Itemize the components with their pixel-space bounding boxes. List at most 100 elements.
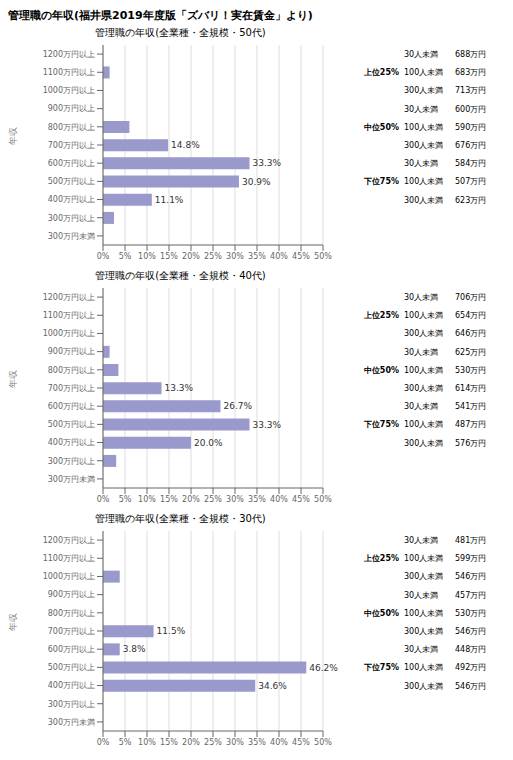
html-text:30人未満: 30人未満 <box>404 104 439 114</box>
svg-text:30.9%: 30.9% <box>242 177 271 187</box>
svg-text:10%: 10% <box>138 738 156 747</box>
svg-text:1100万円以上: 1100万円以上 <box>43 68 95 77</box>
svg-text:700万円以上: 700万円以上 <box>48 627 95 636</box>
svg-text:1000万円以上: 1000万円以上 <box>43 86 95 95</box>
svg-text:30%: 30% <box>226 495 244 504</box>
svg-text:20.0%: 20.0% <box>194 438 223 448</box>
svg-text:1100万円以上: 1100万円以上 <box>43 311 95 320</box>
svg-text:700万円以上: 700万円以上 <box>48 384 95 393</box>
html-text:管理職の年収(全業種・全規模・40代): 管理職の年収(全業種・全規模・40代) <box>95 270 266 281</box>
html-text:30人未満: 30人未満 <box>404 158 439 168</box>
svg-text:900万円以上: 900万円以上 <box>48 347 95 356</box>
svg-text:40%: 40% <box>270 495 288 504</box>
svg-text:0%: 0% <box>97 495 110 504</box>
svg-text:15%: 15% <box>160 738 178 747</box>
svg-text:45%: 45% <box>292 738 310 747</box>
svg-text:300万円以上: 300万円以上 <box>48 214 95 223</box>
svg-text:500万円以上: 500万円以上 <box>48 663 95 672</box>
svg-text:20%: 20% <box>182 738 200 747</box>
svg-text:10%: 10% <box>138 252 156 261</box>
svg-text:30%: 30% <box>226 738 244 747</box>
html-text:584万円: 584万円 <box>455 158 487 168</box>
html-text:688万円: 688万円 <box>455 49 487 59</box>
svg-text:45%: 45% <box>292 252 310 261</box>
svg-text:900万円以上: 900万円以上 <box>48 104 95 113</box>
html-text:管理職の年収(全業種・全規模・50代): 管理職の年収(全業種・全規模・50代) <box>95 27 266 38</box>
svg-text:800万円以上: 800万円以上 <box>48 366 95 375</box>
svg-text:11.1%: 11.1% <box>155 195 184 205</box>
svg-text:700万円以上: 700万円以上 <box>48 141 95 150</box>
svg-text:年収: 年収 <box>8 370 18 388</box>
svg-text:13.3%: 13.3% <box>165 383 194 393</box>
svg-text:800万円以上: 800万円以上 <box>48 609 95 618</box>
svg-text:300万円未満: 300万円未満 <box>48 718 95 727</box>
svg-text:600万円以上: 600万円以上 <box>48 159 95 168</box>
svg-text:1200万円以上: 1200万円以上 <box>43 536 95 545</box>
svg-text:1200万円以上: 1200万円以上 <box>43 50 95 59</box>
html-text:100人未満: 100人未満 <box>404 122 444 132</box>
svg-text:1000万円以上: 1000万円以上 <box>43 329 95 338</box>
svg-text:600万円以上: 600万円以上 <box>48 645 95 654</box>
svg-text:300万円未満: 300万円未満 <box>48 232 95 241</box>
svg-text:33.3%: 33.3% <box>253 158 282 168</box>
svg-text:15%: 15% <box>160 495 178 504</box>
svg-text:5%: 5% <box>119 252 132 261</box>
svg-text:600万円以上: 600万円以上 <box>48 402 95 411</box>
svg-text:30%: 30% <box>226 252 244 261</box>
html-text:30人未満: 30人未満 <box>404 49 439 59</box>
svg-text:20%: 20% <box>182 252 200 261</box>
svg-text:年収: 年収 <box>8 127 18 145</box>
svg-text:3.8%: 3.8% <box>123 644 146 654</box>
html-text:590万円: 590万円 <box>455 122 487 132</box>
svg-text:34.6%: 34.6% <box>258 681 287 691</box>
svg-text:5%: 5% <box>119 495 132 504</box>
svg-text:10%: 10% <box>138 495 156 504</box>
svg-text:400万円以上: 400万円以上 <box>48 195 95 204</box>
svg-text:0%: 0% <box>97 252 110 261</box>
svg-text:300万円以上: 300万円以上 <box>48 700 95 709</box>
svg-text:15%: 15% <box>160 252 178 261</box>
svg-text:900万円以上: 900万円以上 <box>48 590 95 599</box>
html-text:上位25%: 上位25% <box>363 67 399 77</box>
html-text:管理職の年収(全業種・全規模・30代): 管理職の年収(全業種・全規模・30代) <box>95 513 266 524</box>
svg-text:400万円以上: 400万円以上 <box>48 681 95 690</box>
svg-text:40%: 40% <box>270 738 288 747</box>
svg-text:35%: 35% <box>248 252 266 261</box>
svg-text:45%: 45% <box>292 495 310 504</box>
svg-text:35%: 35% <box>248 495 266 504</box>
svg-text:500万円以上: 500万円以上 <box>48 420 95 429</box>
svg-text:1200万円以上: 1200万円以上 <box>43 293 95 302</box>
svg-text:50%: 50% <box>314 495 332 504</box>
html-text:下位75%: 下位75% <box>363 176 399 186</box>
html-text:676万円: 676万円 <box>455 140 487 150</box>
svg-text:35%: 35% <box>248 738 266 747</box>
svg-text:0%: 0% <box>97 738 110 747</box>
html-text:中位50%: 中位50% <box>363 122 399 132</box>
html-text:管理職の年収(福井県2019年度版「ズバリ！実在賃金」より): 管理職の年収(福井県2019年度版「ズバリ！実在賃金」より) <box>8 9 313 22</box>
svg-text:50%: 50% <box>314 252 332 261</box>
svg-text:40%: 40% <box>270 252 288 261</box>
svg-text:400万円以上: 400万円以上 <box>48 438 95 447</box>
svg-text:5%: 5% <box>119 738 132 747</box>
svg-text:800万円以上: 800万円以上 <box>48 123 95 132</box>
svg-text:1100万円以上: 1100万円以上 <box>43 554 95 563</box>
svg-text:33.3%: 33.3% <box>253 420 282 430</box>
svg-text:11.5%: 11.5% <box>157 626 186 636</box>
html-text:300人未満: 300人未満 <box>404 140 444 150</box>
svg-text:300万円未満: 300万円未満 <box>48 475 95 484</box>
svg-text:年収: 年収 <box>8 613 18 631</box>
html-text:683万円: 683万円 <box>455 67 487 77</box>
svg-text:300万円以上: 300万円以上 <box>48 457 95 466</box>
svg-text:500万円以上: 500万円以上 <box>48 177 95 186</box>
svg-text:1000万円以上: 1000万円以上 <box>43 572 95 581</box>
svg-text:20%: 20% <box>182 495 200 504</box>
svg-text:50%: 50% <box>314 738 332 747</box>
html-text:100人未満: 100人未満 <box>404 67 444 77</box>
svg-text:25%: 25% <box>204 252 222 261</box>
html-text:600万円: 600万円 <box>455 104 487 114</box>
svg-text:14.8%: 14.8% <box>171 140 200 150</box>
svg-text:25%: 25% <box>204 495 222 504</box>
svg-text:46.2%: 46.2% <box>309 663 338 673</box>
svg-text:25%: 25% <box>204 738 222 747</box>
svg-text:26.7%: 26.7% <box>223 401 252 411</box>
